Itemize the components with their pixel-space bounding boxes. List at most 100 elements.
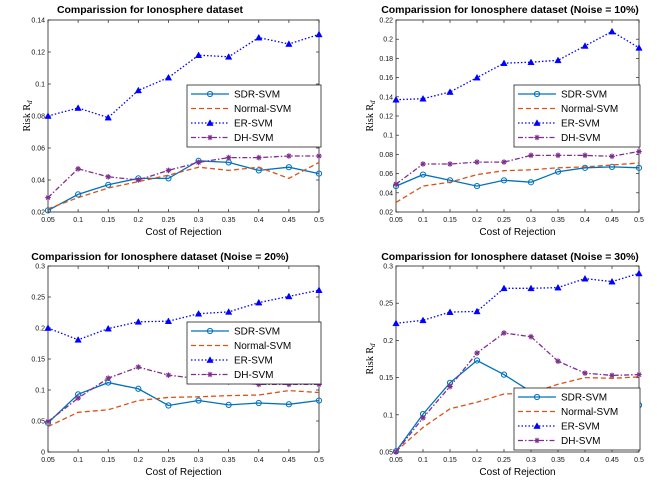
data-point — [165, 175, 172, 182]
legend-marker — [207, 134, 213, 141]
series-line — [47, 289, 320, 341]
y-tick-label: 0.08 — [31, 114, 45, 121]
x-tick-label: 0.4 — [580, 457, 590, 464]
x-tick-label: 0.35 — [222, 217, 236, 224]
x-tick-label: 0.5 — [314, 217, 324, 224]
data-point — [194, 310, 203, 317]
y-tick-label: 0.1 — [35, 388, 45, 395]
x-tick-label: 0.05 — [41, 457, 55, 464]
y-tick-label: 0.1 — [35, 82, 45, 89]
data-point — [447, 383, 453, 390]
data-point — [285, 401, 292, 408]
data-point — [164, 317, 173, 324]
data-point — [582, 152, 588, 159]
data-point — [195, 159, 202, 166]
data-point — [225, 154, 232, 161]
y-tick-label: 0.02 — [379, 210, 393, 217]
x-tick-label: 0.25 — [497, 217, 511, 224]
data-point — [554, 56, 562, 64]
legend-marker — [206, 356, 214, 363]
legend-entry: Normal-SVM — [561, 104, 618, 115]
series-line — [395, 162, 640, 203]
x-tick-label: 0.2 — [472, 457, 482, 464]
x-tick-label: 0.45 — [605, 217, 619, 224]
legend: SDR-SVM Normal-SVM ER-SVM DH-SVM — [513, 387, 641, 451]
data-point — [135, 364, 142, 370]
x-tick-label: 0.45 — [282, 217, 296, 224]
data-point — [500, 177, 508, 184]
x-tick-label: 0.2 — [133, 457, 143, 464]
data-point — [446, 308, 454, 315]
data-point — [554, 283, 562, 291]
y-tick-label: 0.15 — [31, 357, 45, 364]
data-point — [392, 95, 400, 103]
data-point — [555, 358, 561, 365]
series-line — [395, 332, 640, 453]
y-axis-label: Risk Rd — [22, 100, 34, 132]
y-tick-label: 0.22 — [379, 18, 393, 25]
y-tick-label: 0.08 — [379, 152, 393, 159]
y-tick-label: 0.3 — [383, 264, 393, 271]
data-point — [74, 336, 82, 343]
series-line — [47, 155, 319, 199]
x-axis-label: Cost of Rejection — [145, 227, 221, 238]
x-tick-label: 0.35 — [551, 217, 565, 224]
legend-entry: Normal-SVM — [561, 407, 618, 418]
data-point — [554, 168, 562, 175]
legend-marker — [206, 119, 214, 126]
data-point — [527, 179, 535, 186]
legend-marker — [533, 119, 541, 126]
x-tick-label: 0.4 — [580, 217, 590, 224]
y-tick-label: 0.02 — [31, 210, 45, 217]
x-tick-label: 0.45 — [605, 457, 619, 464]
series-er-svm — [44, 286, 323, 343]
series-line — [395, 272, 640, 324]
legend-marker — [206, 327, 214, 335]
y-axis-label: Risk Rd — [365, 343, 377, 375]
series-line — [395, 166, 640, 187]
legend-marker — [533, 393, 541, 401]
series-line — [47, 33, 320, 119]
data-point — [286, 381, 292, 388]
data-point — [285, 40, 293, 47]
data-point — [165, 167, 172, 174]
data-point — [164, 73, 173, 81]
data-point — [500, 371, 508, 378]
legend-marker — [533, 90, 541, 98]
data-point — [194, 51, 203, 59]
series-dh-svm — [45, 153, 322, 201]
data-point — [447, 161, 453, 167]
legend-entry: DH-SVM — [234, 133, 273, 144]
legend-marker — [207, 371, 213, 378]
data-point — [285, 164, 292, 171]
series-normal-svm — [47, 389, 320, 428]
x-tick-label: 0.3 — [194, 457, 204, 464]
data-point — [225, 53, 233, 60]
series-er-svm — [392, 269, 643, 327]
series-line — [47, 160, 320, 211]
data-point — [609, 372, 615, 379]
data-point — [473, 182, 481, 190]
legend-entry: SDR-SVM — [234, 327, 280, 338]
data-point — [105, 181, 112, 188]
data-point — [255, 399, 262, 407]
data-point — [255, 154, 262, 161]
legend-entry: Normal-SVM — [234, 104, 291, 115]
data-point — [105, 375, 112, 382]
data-point — [44, 324, 52, 331]
x-tick-label: 0.35 — [551, 457, 565, 464]
series-line — [47, 389, 320, 428]
data-point — [45, 418, 51, 425]
data-point — [315, 397, 323, 404]
chart-panel-2: Comparission for Ionosphere dataset (Noi… — [365, 4, 644, 238]
data-point — [608, 27, 616, 35]
y-tick-label: 0.12 — [379, 114, 393, 121]
data-point — [609, 153, 615, 160]
data-point — [419, 95, 427, 102]
data-point — [225, 308, 233, 315]
data-point — [315, 286, 323, 293]
data-point — [255, 381, 262, 388]
data-point — [75, 395, 81, 401]
x-tick-label: 0.3 — [526, 457, 536, 464]
